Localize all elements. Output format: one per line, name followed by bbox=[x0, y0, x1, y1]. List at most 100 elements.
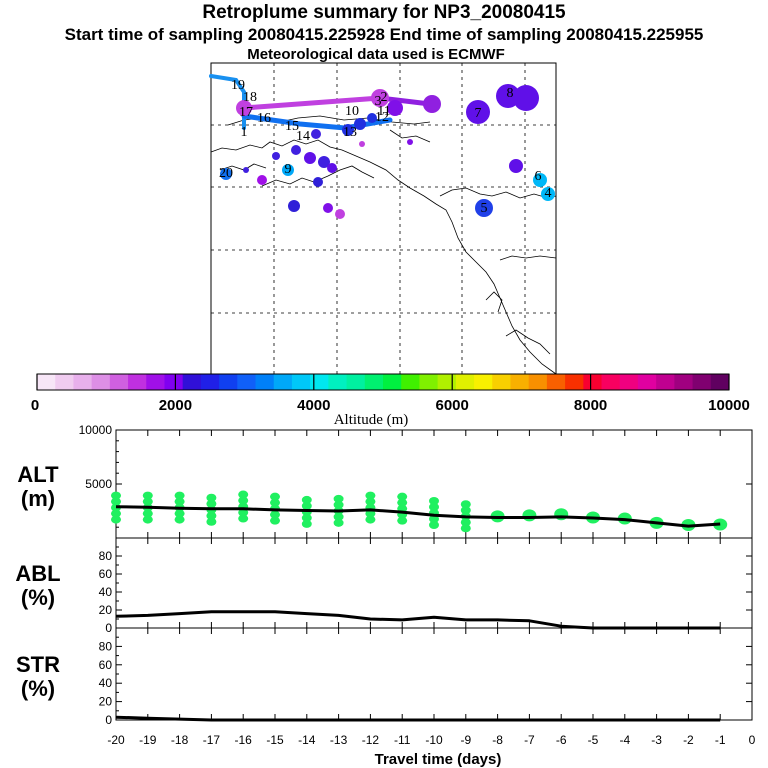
trajectory-label: 5 bbox=[481, 201, 488, 216]
x-tick-label: -18 bbox=[171, 733, 189, 747]
colorbar-swatch bbox=[492, 374, 511, 390]
trajectory-label: 20 bbox=[219, 166, 233, 181]
colorbar-tick-label: 0 bbox=[31, 397, 39, 414]
y-tick-label: 0 bbox=[105, 621, 112, 635]
colorbar-swatch bbox=[109, 374, 129, 390]
altitude-plume-point bbox=[365, 491, 376, 500]
series-line bbox=[115, 715, 721, 722]
x-axis-title: Travel time (days) bbox=[375, 751, 502, 768]
colorbar-swatch bbox=[437, 374, 457, 390]
panel-frame bbox=[115, 537, 753, 629]
colorbar-swatch bbox=[583, 374, 603, 390]
x-tick-label: -8 bbox=[492, 733, 503, 747]
trajectory-label: 17 bbox=[239, 105, 253, 120]
altitude-plume-point bbox=[206, 517, 217, 526]
trajectory-label: 1 bbox=[241, 125, 248, 140]
colorbar-tick-label: 4000 bbox=[297, 397, 330, 414]
map-gridlines bbox=[211, 63, 556, 376]
y-tick-label: 80 bbox=[99, 639, 113, 653]
altitude-plume-point bbox=[174, 497, 185, 506]
colorbar-swatch bbox=[55, 374, 74, 390]
altitude-plume-point bbox=[238, 490, 249, 499]
altitude-plume-point bbox=[238, 508, 249, 517]
colorbar-swatch bbox=[219, 374, 238, 390]
altitude-plume-point bbox=[142, 497, 153, 506]
trajectory-label: 10 bbox=[345, 104, 359, 119]
sampling-times: Start time of sampling 20080415.225928 E… bbox=[64, 25, 704, 44]
altitude-plume-point bbox=[142, 509, 153, 518]
altitude-plume-point bbox=[142, 491, 153, 500]
colorbar-swatch bbox=[601, 374, 621, 390]
x-tick-label: -6 bbox=[556, 733, 567, 747]
x-tick-label: -1 bbox=[715, 733, 726, 747]
panel-label: ALT bbox=[17, 462, 59, 487]
panel-abl: 0 20 40 60 80 ABL(%) bbox=[15, 537, 753, 635]
colorbar-swatch bbox=[528, 374, 548, 390]
trajectory-label: 8 bbox=[507, 86, 514, 101]
altitude-plume-point bbox=[206, 493, 217, 502]
colorbar-swatch bbox=[674, 374, 694, 390]
colorbar-swatch bbox=[637, 374, 657, 390]
trajectory-label: 13 bbox=[343, 125, 357, 140]
colorbar-tick-label: 8000 bbox=[574, 397, 607, 414]
x-tick-label: -14 bbox=[298, 733, 316, 747]
y-tick-label: 5000 bbox=[85, 477, 112, 491]
altitude-plume-point bbox=[460, 518, 471, 527]
x-tick-label: -5 bbox=[588, 733, 599, 747]
colorbar-swatch bbox=[455, 374, 475, 390]
trajectory-label: 18 bbox=[243, 90, 257, 105]
chart-title: Retroplume summary for NP3_20080415 bbox=[202, 2, 566, 23]
altitude-plume-point bbox=[174, 491, 185, 500]
x-axis-labels: -20 -19 -18 -17 -16 -15 -14 -13 -12 -11 -10 -9 -8 -7-… bbox=[107, 733, 755, 768]
altitude-plume-point bbox=[333, 518, 344, 527]
altitude-plume-point bbox=[365, 509, 376, 518]
y-tick-label: 20 bbox=[99, 695, 113, 709]
altitude-plume-point bbox=[111, 497, 121, 506]
panel-label: STR bbox=[16, 652, 60, 677]
trajectory-label: 3 bbox=[375, 94, 382, 109]
y-tick-label: 10000 bbox=[79, 423, 113, 437]
altitude-plume-point bbox=[270, 492, 280, 501]
colorbar-swatch bbox=[291, 374, 311, 390]
altitude-plume-point bbox=[365, 515, 376, 524]
trajectory-label: 15 bbox=[285, 119, 299, 134]
x-tick-label: -10 bbox=[425, 733, 443, 747]
colorbar-tick-label: 2000 bbox=[159, 397, 192, 414]
colorbar-swatch bbox=[255, 374, 275, 390]
x-tick-label: -16 bbox=[235, 733, 253, 747]
colorbar-swatch bbox=[510, 374, 530, 390]
altitude-plume-point bbox=[301, 513, 312, 522]
panel-str: 0 20 40 60 80 STR(%) bbox=[16, 627, 753, 727]
altitude-plume-point bbox=[397, 516, 408, 525]
y-tick-label: 60 bbox=[99, 658, 113, 672]
altitude-plume-point bbox=[365, 497, 376, 506]
altitude-plume-point bbox=[333, 494, 344, 503]
trajectory-label: 19 bbox=[231, 78, 245, 93]
altitude-plume-point bbox=[397, 492, 408, 501]
altitude-plume-point bbox=[429, 497, 439, 505]
colorbar-tick-label: 10000 bbox=[708, 397, 750, 414]
colorbar-swatch bbox=[182, 374, 202, 390]
colorbar-swatch bbox=[346, 374, 366, 390]
altitude-plume-point bbox=[460, 524, 471, 533]
altitude-plume-point bbox=[270, 516, 280, 525]
altitude-plume-point bbox=[522, 509, 537, 522]
y-tick-label: 60 bbox=[99, 567, 113, 581]
trajectory-centroids bbox=[220, 84, 555, 219]
series-line bbox=[115, 610, 721, 630]
colorbar-swatch bbox=[692, 374, 712, 390]
trajectory-label: 7 bbox=[475, 106, 482, 121]
altitude-colorbar: 0 2000 4000 6000 8000 10000 bbox=[31, 373, 750, 414]
colorbar-swatch bbox=[656, 374, 675, 390]
altitude-plume-point bbox=[206, 511, 217, 520]
x-tick-label: -13 bbox=[330, 733, 348, 747]
colorbar-swatch bbox=[91, 374, 111, 390]
x-tick-label: 0 bbox=[749, 733, 756, 747]
x-tick-label: -11 bbox=[394, 733, 411, 747]
altitude-plume-point bbox=[238, 514, 249, 523]
colorbar-swatch bbox=[419, 374, 439, 390]
panel-frame bbox=[115, 627, 753, 721]
colorbar-swatch bbox=[37, 374, 56, 390]
colorbar-tick-label: 6000 bbox=[436, 397, 469, 414]
